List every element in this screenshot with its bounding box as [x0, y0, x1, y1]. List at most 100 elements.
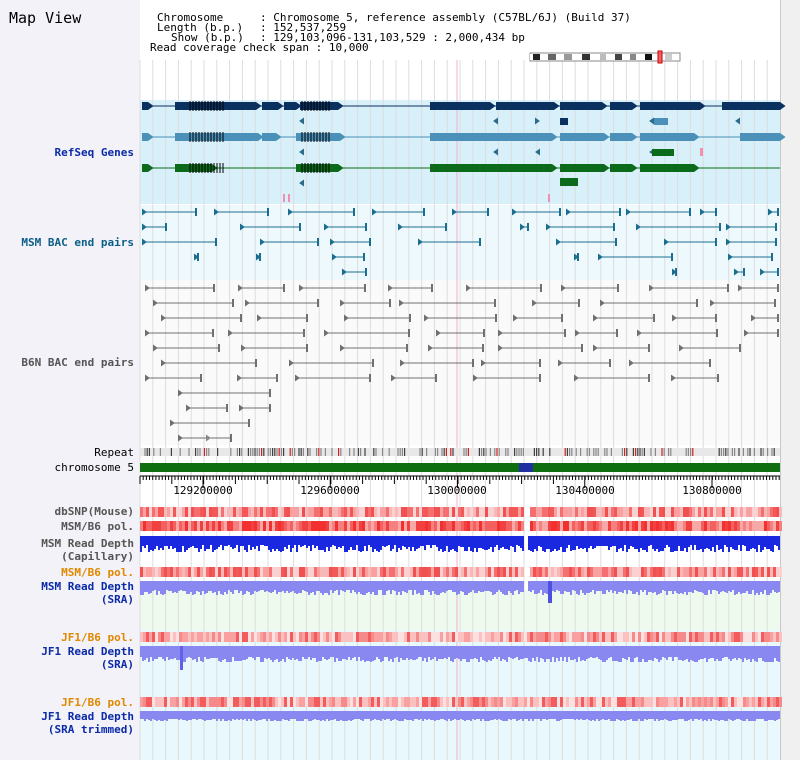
gene-small-feature	[493, 148, 498, 156]
msm-capillary-depth-bar	[666, 536, 668, 545]
msm-b6-pol-cell	[272, 521, 275, 531]
jf1-sra-depth-bar	[778, 646, 780, 662]
dbsnp-cell	[578, 507, 581, 517]
b6n-bac-pair-end	[593, 314, 598, 322]
jf1-b6-pol-2-cell	[443, 697, 446, 707]
msm-sra-depth-bar	[500, 581, 502, 592]
msm-sra-depth-bar	[598, 581, 600, 591]
label-jf1-depth-trimmed-line1: JF1 Read Depth	[41, 710, 134, 723]
msm-capillary-depth-bar	[632, 536, 634, 547]
jf1-b6-pol-cell	[491, 632, 494, 642]
msm-sra-depth-bar	[642, 581, 644, 592]
dbsnp-cell	[152, 507, 155, 517]
jf1-trimmed-depth-bar	[256, 711, 258, 721]
msm-b6-pol-cell	[548, 521, 551, 531]
msm-capillary-depth-bar	[470, 536, 472, 551]
repeat-element	[566, 448, 568, 456]
b6n-bac-pair-end	[498, 344, 503, 352]
msm-capillary-depth-bar	[190, 536, 192, 547]
right-scroll-edge[interactable]	[780, 0, 800, 760]
msm-capillary-depth-bar	[372, 536, 374, 552]
jf1-b6-pol-2-cell	[743, 697, 746, 707]
jf1-sra-depth-bar	[366, 646, 368, 661]
jf1-trimmed-depth-bar	[588, 711, 590, 720]
b6n-bac-pair-end	[389, 299, 391, 307]
jf1-sra-depth-bar	[330, 646, 332, 657]
jf1-b6-pol-2-cell	[380, 697, 383, 707]
jf1-trimmed-depth-bar	[580, 711, 582, 719]
msm-sra-depth-bar	[746, 581, 748, 591]
jf1-b6-pol-2-cell	[527, 697, 530, 707]
jf1-b6-pol-cell	[482, 632, 485, 642]
msm-b6-pol-cell	[275, 521, 278, 531]
msm-sra-depth-bar	[616, 581, 618, 594]
jf1-b6-pol-cell	[713, 632, 716, 642]
msm-b6-pol-cell	[287, 521, 290, 531]
jf1-sra-depth-bar	[236, 646, 238, 661]
msm-sra-depth-bar	[594, 581, 596, 594]
repeat-element	[580, 448, 582, 456]
jf1-sra-depth-bar	[520, 646, 522, 659]
msm-sra-depth-bar	[438, 581, 440, 595]
repeat-element	[522, 448, 524, 456]
msm-b6-pol-2-cell	[374, 567, 377, 577]
jf1-b6-pol-2-cell	[362, 697, 365, 707]
dbsnp-cell	[521, 507, 524, 517]
dbsnp-cell	[341, 507, 344, 517]
msm-b6-pol-2-cell	[665, 567, 668, 577]
msm-capillary-depth-bar	[180, 536, 182, 552]
msm-b6-pol-cell	[443, 521, 446, 531]
msm-sra-depth-bar	[558, 581, 560, 591]
dbsnp-cell	[233, 507, 236, 517]
msm-b6-pol-2-cell	[545, 567, 548, 577]
jf1-trimmed-depth-bar	[590, 711, 592, 721]
msm-sra-depth-bar	[456, 581, 458, 595]
jf1-trimmed-depth-bar	[614, 711, 616, 721]
repeat-element	[309, 448, 311, 456]
msm-b6-pol-2-cell	[278, 567, 281, 577]
dbsnp-cell	[248, 507, 251, 517]
msm-capillary-depth-bar	[494, 536, 496, 547]
msm-capillary-depth-bar	[198, 536, 200, 552]
jf1-trimmed-depth-bar	[336, 711, 338, 721]
jf1-b6-pol-2-cell	[425, 697, 428, 707]
msm-b6-pol-cell	[713, 521, 716, 531]
msm-capillary-depth-bar	[326, 536, 328, 547]
msm-b6-pol-2-cell	[419, 567, 422, 577]
msm-capillary-depth-bar	[386, 536, 388, 546]
jf1-sra-depth-bar	[552, 646, 554, 657]
jf1-b6-pol-2-cell	[539, 697, 542, 707]
msm-capillary-depth-bar	[432, 536, 434, 545]
repeat-element	[687, 448, 689, 456]
msm-sra-depth-bar	[192, 581, 194, 595]
jf1-sra-depth-bar	[538, 646, 540, 662]
msm-capillary-depth-bar	[172, 536, 174, 549]
msm-b6-pol-2-cell	[365, 567, 368, 577]
msm-b6-pol-cell	[647, 521, 650, 531]
msm-sra-depth-bar	[584, 581, 586, 595]
jf1-b6-pol-cell	[593, 632, 596, 642]
jf1-trimmed-depth-bar	[416, 711, 418, 719]
msm-b6-pol-cell	[233, 521, 236, 531]
dbsnp-cell	[557, 507, 560, 517]
jf1-sra-depth-bar	[244, 646, 246, 660]
b6n-bac-pair-end	[269, 389, 271, 397]
repeat-element	[274, 448, 276, 456]
jf1-trimmed-depth-bar	[400, 711, 402, 721]
chromosome-gap-marker	[519, 463, 533, 472]
msm-b6-pol-cell	[161, 521, 164, 531]
msm-sra-depth-bar	[522, 581, 524, 592]
dbsnp-cell	[320, 507, 323, 517]
msm-capillary-depth-bar	[276, 536, 278, 549]
jf1-b6-pol-cell	[173, 632, 176, 642]
msm-sra-depth-bar	[274, 581, 276, 590]
jf1-trimmed-depth-bar	[684, 711, 686, 721]
b6n-bac-pair-end	[228, 329, 233, 337]
jf1-b6-pol-cell	[368, 632, 371, 642]
msm-sra-depth-bar	[692, 581, 694, 593]
msm-capillary-depth-bar	[668, 536, 670, 547]
repeat-element	[278, 448, 280, 456]
jf1-sra-depth-bar	[338, 646, 340, 661]
msm-b6-pol-cell	[290, 521, 293, 531]
